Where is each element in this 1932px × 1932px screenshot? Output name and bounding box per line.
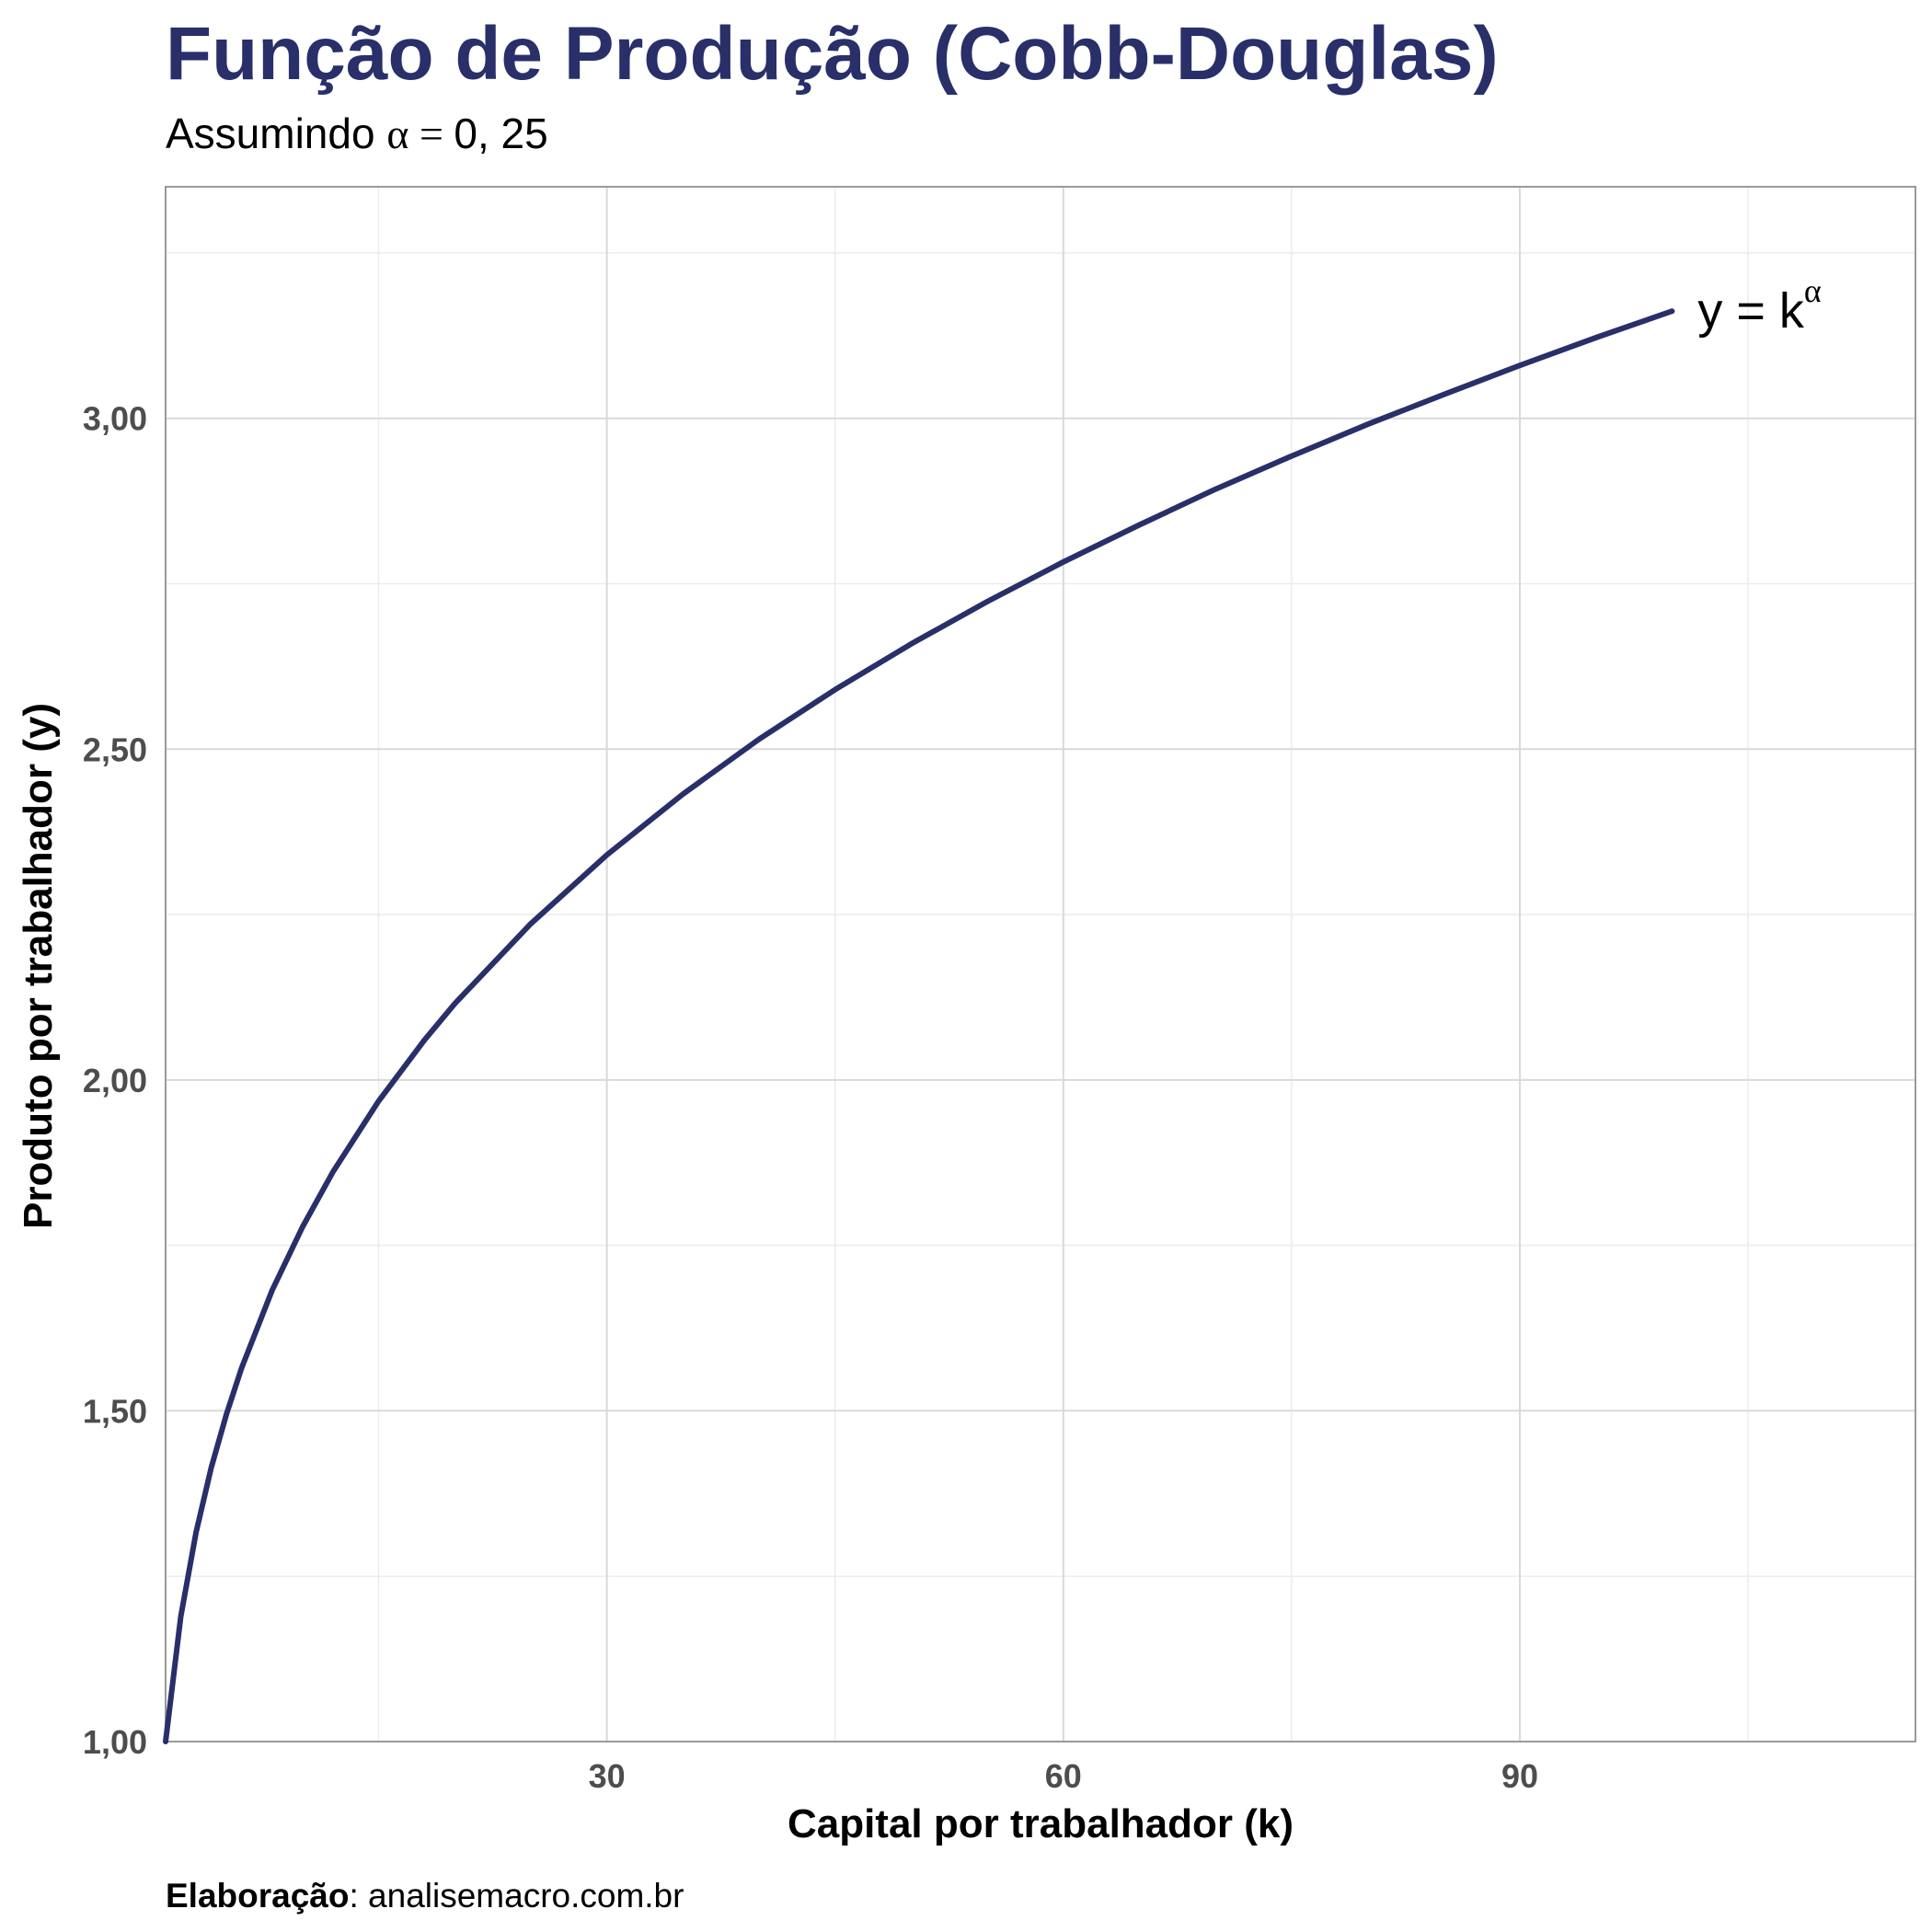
- major-gridlines: [166, 187, 1915, 1742]
- y-tick-label: 3,00: [83, 400, 147, 438]
- x-axis-title: Capital por trabalhador (k): [788, 1801, 1294, 1846]
- caption-text: : analisemacro.com.br: [349, 1877, 684, 1915]
- x-tick-label: 90: [1501, 1757, 1538, 1795]
- y-axis-title: Produto por trabalhador (y): [16, 703, 61, 1229]
- chart-subtitle: Assumindo α = 0, 25: [166, 109, 548, 158]
- subtitle-equals: =: [408, 110, 454, 157]
- y-tick-label: 1,00: [83, 1723, 147, 1761]
- minor-gridlines: [166, 187, 1915, 1742]
- y-tick-label: 2,50: [83, 730, 147, 768]
- series-layer: y = kα: [163, 272, 1822, 1744]
- series-label-superscript: α: [1804, 272, 1822, 309]
- y-tick-label: 1,50: [83, 1392, 147, 1430]
- series-label: y = kα: [1697, 272, 1822, 339]
- y-axis-tick-labels: 1,00 1,50 2,00 2,50 3,00: [83, 400, 147, 1761]
- x-tick-label: 30: [589, 1757, 626, 1795]
- series-line: [163, 308, 1675, 1744]
- chart-title: Função de Produção (Cobb-Douglas): [166, 12, 1499, 96]
- x-axis-tick-labels: 30 60 90: [589, 1757, 1538, 1795]
- y-tick-label: 2,00: [83, 1062, 147, 1099]
- panel-border: [165, 186, 1916, 1742]
- subtitle-prefix: Assumindo: [166, 109, 387, 157]
- caption-label: Elaboração: [166, 1877, 350, 1915]
- caption: Elaboração: analisemacro.com.br: [166, 1877, 684, 1915]
- x-tick-label: 60: [1045, 1757, 1082, 1795]
- subtitle-alpha-symbol: α: [386, 110, 409, 157]
- subtitle-value: 0, 25: [454, 109, 548, 157]
